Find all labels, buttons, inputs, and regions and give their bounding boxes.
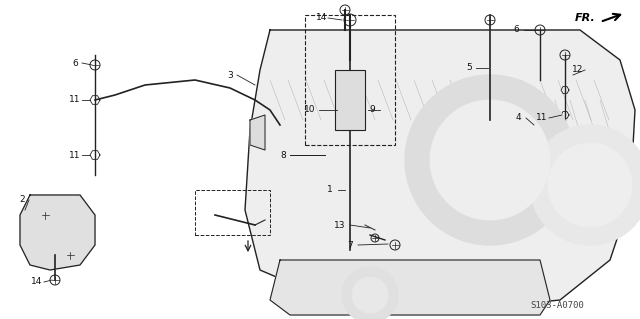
Text: 11: 11 <box>69 151 81 160</box>
Polygon shape <box>245 30 635 310</box>
Text: 13: 13 <box>334 220 346 229</box>
Text: 5: 5 <box>466 63 472 72</box>
Text: 6: 6 <box>513 26 519 34</box>
Polygon shape <box>250 115 265 150</box>
Text: 7: 7 <box>347 241 353 249</box>
Text: 14: 14 <box>316 13 328 23</box>
Text: 11: 11 <box>536 114 548 122</box>
Circle shape <box>352 277 388 313</box>
Text: 4: 4 <box>515 114 521 122</box>
Circle shape <box>342 267 398 319</box>
Polygon shape <box>270 260 550 315</box>
Text: 3: 3 <box>227 70 233 79</box>
Text: 2: 2 <box>19 196 25 204</box>
Circle shape <box>405 75 575 245</box>
Bar <box>335 70 365 130</box>
Text: 11: 11 <box>69 95 81 105</box>
Polygon shape <box>20 195 95 270</box>
Text: 1: 1 <box>327 186 333 195</box>
Text: 10: 10 <box>304 106 316 115</box>
Circle shape <box>548 143 632 227</box>
Text: 14: 14 <box>31 278 43 286</box>
Text: 8: 8 <box>280 151 286 160</box>
Text: S103-A0700: S103-A0700 <box>530 300 584 309</box>
Bar <box>305 15 395 145</box>
Text: 9: 9 <box>369 106 375 115</box>
Text: 6: 6 <box>72 58 78 68</box>
Bar <box>195 190 270 235</box>
Circle shape <box>430 100 550 220</box>
Text: 12: 12 <box>572 65 584 75</box>
Circle shape <box>530 125 640 245</box>
Text: FR.: FR. <box>575 13 596 23</box>
